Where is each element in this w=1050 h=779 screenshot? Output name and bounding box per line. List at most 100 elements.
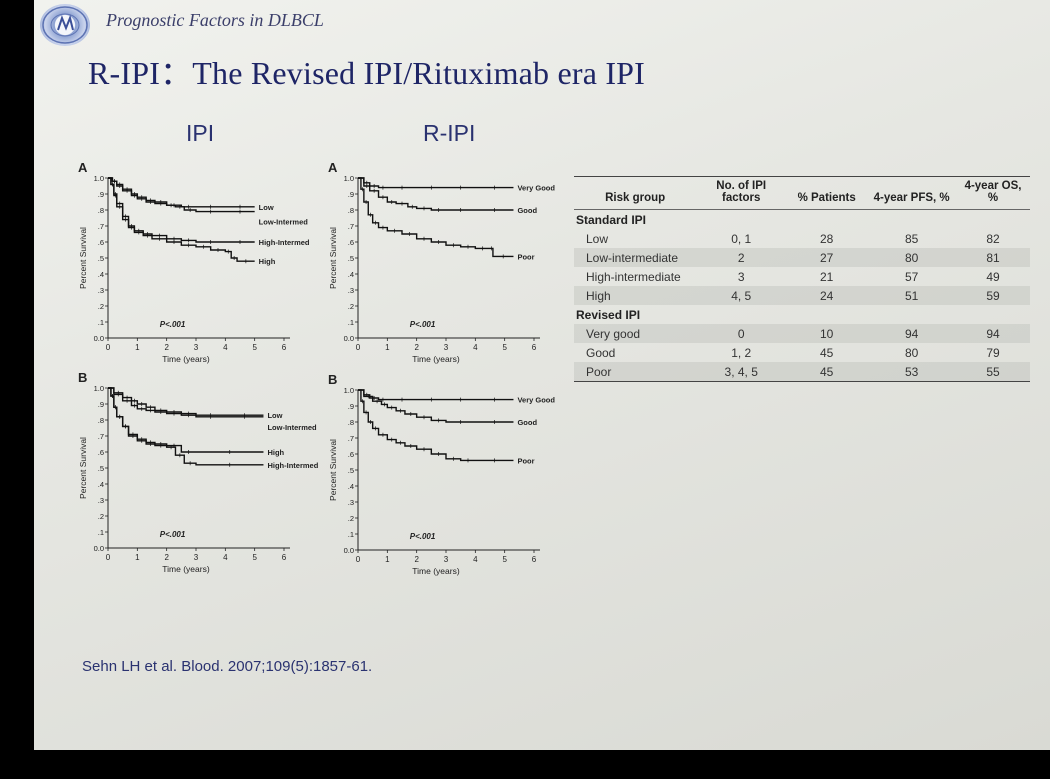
cell-factors: 3: [737, 269, 745, 284]
table-section-row: Revised IPI: [574, 305, 1030, 324]
y-tick-label: 0.0: [94, 544, 104, 553]
cell-patients: 28: [820, 231, 834, 246]
cell-patients: 10: [786, 324, 868, 343]
y-tick-label: .9: [98, 190, 104, 199]
cell-risk-group: Very good: [574, 324, 697, 343]
ipi-column-heading: IPI: [186, 120, 215, 146]
cell-os: 59: [956, 286, 1030, 305]
y-tick-label: .3: [348, 286, 354, 295]
survival-curve: [108, 387, 264, 418]
x-tick-label: 5: [502, 343, 507, 352]
cell-patients: 24: [786, 286, 868, 305]
x-tick-label: 3: [444, 343, 449, 352]
cell-patients: 45: [786, 362, 868, 382]
col-header-os: 4-year OS, %: [956, 176, 1030, 210]
survival-curve: [108, 177, 255, 208]
cell-os: 82: [986, 231, 1000, 246]
cell-pfs: 51: [867, 286, 957, 305]
y-tick-label: 0.0: [344, 546, 354, 555]
km-chart-ipi-a: A 0.0 .1 .2 .3 .4 .5 .6 .7 .8 .9 1.0 0 1 2 3 4 5 6 Time (ye…: [74, 160, 344, 370]
slide-subtitle: Prognostic Factors in DLBCL: [106, 10, 324, 30]
y-tick-label: .3: [98, 496, 104, 505]
x-axis-label: Time (years): [412, 566, 460, 576]
series-label: Low: [259, 203, 274, 212]
x-tick-label: 4: [223, 553, 228, 562]
series-label: Good: [517, 206, 537, 215]
x-tick-label: 1: [135, 553, 140, 562]
table-row: Low-intermediate 2 27 80 81: [574, 248, 1030, 267]
series-label: Low-Intermed: [259, 218, 309, 227]
cell-factors: 0, 1: [731, 231, 752, 246]
y-tick-label: 0.0: [344, 334, 354, 343]
col-header-ipi-factors: No. of IPI factors: [696, 176, 787, 210]
col-header-pfs: 4-year PFS, %: [867, 176, 957, 210]
x-tick-label: 1: [135, 343, 140, 352]
series-label: Poor: [517, 252, 534, 261]
survival-curve: [358, 177, 514, 189]
y-axis-label: Percent Survival: [328, 439, 338, 501]
panel-letter: B: [328, 372, 337, 387]
y-tick-label: .7: [98, 222, 104, 231]
x-tick-label: 6: [282, 343, 287, 352]
series-label: High-Intermed: [259, 238, 310, 247]
y-tick-label: .2: [348, 514, 354, 523]
cell-factors: 2: [696, 248, 787, 267]
cell-risk-group: Low: [586, 231, 609, 246]
y-tick-label: .8: [348, 418, 354, 427]
y-tick-label: .5: [98, 464, 104, 473]
y-tick-label: .7: [348, 222, 354, 231]
y-tick-label: .7: [98, 432, 104, 441]
table-row: Poor 3, 4, 5 45 53 55: [574, 362, 1030, 382]
table-header-row: Risk group No. of IPI factors % Patients…: [574, 176, 1030, 210]
x-tick-label: 2: [414, 343, 419, 352]
y-tick-label: .6: [348, 450, 354, 459]
y-tick-label: .9: [348, 190, 354, 199]
series-label: High-Intermed: [267, 461, 318, 470]
cell-pfs: 80: [904, 345, 919, 360]
y-tick-label: .1: [348, 530, 354, 539]
y-axis-label: Percent Survival: [78, 227, 88, 289]
p-value-annotation: P<.001: [410, 320, 436, 329]
x-tick-label: 2: [164, 343, 169, 352]
series-label: Very Good: [517, 184, 555, 193]
y-tick-label: .9: [348, 402, 354, 411]
cell-factors: 0: [696, 324, 787, 343]
panel-letter: A: [78, 160, 88, 175]
col-header-risk-group: Risk group: [574, 176, 697, 210]
ripi-column-heading: R-IPI: [423, 120, 476, 146]
x-tick-label: 5: [252, 343, 257, 352]
y-tick-label: 1.0: [94, 174, 104, 183]
x-axis-label: Time (years): [162, 564, 210, 574]
x-tick-label: 3: [194, 343, 199, 352]
panel-letter: A: [328, 160, 338, 175]
y-tick-label: .9: [98, 400, 104, 409]
citation: Sehn LH et al. Blood. 2007;109(5):1857-6…: [82, 658, 373, 675]
x-tick-label: 3: [194, 553, 199, 562]
series-label: Low-Intermed: [267, 423, 317, 432]
section-title: Revised IPI: [576, 307, 641, 322]
km-chart-ripi-b: B 0.0 .1 .2 .3 .4 .5 .6 .7 .8 .9 1.0 0 1 2 3 4 5 6 Time (ye…: [324, 372, 594, 587]
y-tick-label: .3: [348, 498, 354, 507]
y-tick-label: .8: [98, 206, 104, 215]
x-tick-label: 3: [444, 555, 449, 564]
y-tick-label: 1.0: [344, 386, 354, 395]
x-tick-label: 5: [252, 553, 257, 562]
table-row: High 4, 5 24 51 59: [574, 286, 1030, 305]
x-tick-label: 4: [473, 343, 478, 352]
table-section-row: Standard IPI: [574, 210, 1030, 230]
y-tick-label: .1: [98, 528, 104, 537]
y-tick-label: 0.0: [94, 334, 104, 343]
x-axis-label: Time (years): [162, 354, 210, 364]
x-tick-label: 1: [385, 343, 390, 352]
x-tick-label: 6: [282, 553, 287, 562]
km-plot-svg: B 0.0 .1 .2 .3 .4 .5 .6 .7 .8 .9 1.0 0 1 2 3 4 5 6 Time (ye…: [328, 372, 555, 576]
y-tick-label: .2: [98, 302, 104, 311]
x-tick-label: 2: [414, 555, 419, 564]
y-tick-label: .5: [348, 254, 354, 263]
cell-factors: 1, 2: [731, 345, 752, 360]
y-tick-label: .3: [98, 286, 104, 295]
y-tick-label: .7: [348, 434, 354, 443]
x-tick-label: 4: [223, 343, 228, 352]
cell-os: 94: [956, 324, 1030, 343]
y-tick-label: 1.0: [94, 384, 104, 393]
